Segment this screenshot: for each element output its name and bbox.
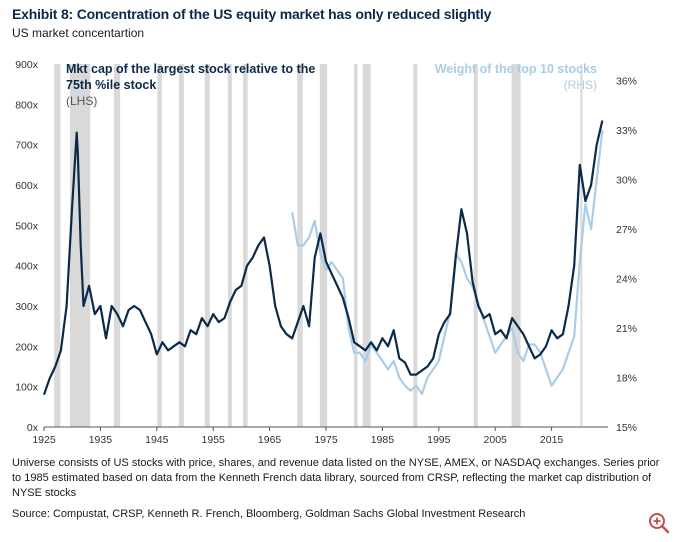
recession-band-7 [243,64,248,427]
right-tick-label-4: 27% [616,224,637,236]
left-tick-label-5: 500x [15,220,39,232]
left-tick-label-8: 800x [15,99,39,111]
right-tick-label-1: 18% [616,373,637,385]
zoom-in-icon[interactable] [646,510,672,536]
x-tick-label-4: 1965 [258,434,282,446]
rhs-series-label: Weight of the top 10 stocks [435,62,597,76]
lhs-series-label-line2: 75th %ile stock [66,78,156,92]
recession-band-3 [157,64,162,427]
recession-band-13 [473,64,478,427]
right-tick-label-0: 15% [616,422,637,434]
x-tick-label-8: 2005 [484,434,508,446]
rhs-axis-label: (RHS) [564,78,597,92]
recession-band-6 [227,64,232,427]
x-tick-label-9: 2015 [540,434,564,446]
x-tick-label-3: 1955 [202,434,226,446]
recession-band-11 [362,64,371,427]
exhibit-title: Exhibit 8: Concentration of the US equit… [12,6,492,22]
x-tick-label-0: 1925 [32,434,56,446]
chart-source: Source: Compustat, CRSP, Kenneth R. Fren… [12,508,526,520]
recession-band-5 [204,64,210,427]
x-tick-label-1: 1935 [89,434,113,446]
left-tick-label-0: 0x [27,422,39,434]
left-tick-label-3: 300x [15,301,39,313]
left-tick-label-9: 900x [15,59,39,71]
chart-footnote: Universe consists of US stocks with pric… [12,457,660,499]
left-tick-label-7: 700x [15,140,39,152]
recession-band-0 [54,64,61,427]
left-axis-ticks: 0x 100x 200x 300x 400x 500x 600x 700x 800x 900x [15,59,39,434]
chart-subtitle: US market concentartion [12,26,145,40]
right-tick-label-6: 33% [616,125,637,137]
recession-band-12 [413,64,418,427]
right-tick-label-3: 24% [616,274,637,286]
right-tick-label-2: 21% [616,323,637,335]
right-tick-label-7: 36% [616,76,637,88]
right-axis-ticks: 15% 18% 21% 24% 27% 30% 33% 36% [616,76,637,435]
x-axis-ticks: 1925 1935 1945 1955 1965 1975 1985 1995 2005 2015 [32,427,563,446]
left-tick-label-4: 400x [15,261,39,273]
x-tick-label-5: 1975 [314,434,338,446]
x-tick-label-6: 1985 [371,434,395,446]
chart-area: 1925 1935 1945 1955 1965 1975 1985 1995 2005 2015… [15,59,637,446]
lhs-axis-label: (LHS) [66,94,97,108]
series-line-largest-stock-ratio [42,120,604,396]
recession-band-2 [113,64,121,427]
left-tick-label-2: 200x [15,341,39,353]
recession-band-10 [354,64,358,427]
recession-band-14 [511,64,521,427]
left-tick-label-1: 100x [15,382,39,394]
left-tick-label-6: 600x [15,180,39,192]
right-tick-label-5: 30% [616,175,637,187]
x-tick-label-7: 1995 [427,434,451,446]
recession-band-4 [178,64,184,427]
series-line-weight-top10 [291,129,604,396]
x-tick-label-2: 1945 [145,434,169,446]
lhs-series-label-line1: Mkt cap of the largest stock relative to… [66,62,315,76]
